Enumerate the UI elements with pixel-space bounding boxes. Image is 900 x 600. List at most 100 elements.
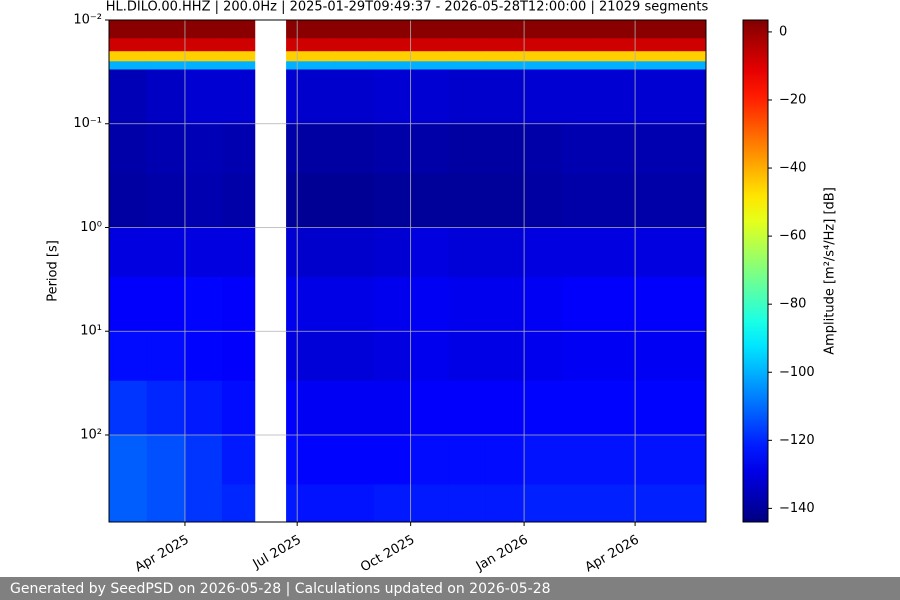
heatmap-cell [524, 123, 563, 174]
heatmap-cell [635, 276, 673, 332]
heatmap-cell [184, 227, 223, 278]
heatmap-cell [221, 380, 261, 436]
heatmap-cell [297, 380, 336, 436]
heatmap-cell [146, 61, 186, 70]
heatmap-cell [562, 434, 598, 485]
heatmap-cell [635, 38, 673, 52]
colorbar-tick-label: −100 [779, 365, 815, 380]
heatmap-cell [146, 173, 186, 228]
heatmap-cell [635, 484, 673, 523]
heatmap-cell [109, 20, 113, 39]
heatmap-cell [221, 331, 261, 382]
y-tick-label: 10² [80, 427, 102, 442]
heatmap-cell [297, 276, 336, 332]
heatmap-cell [410, 227, 450, 278]
heatmap-cell [112, 173, 148, 228]
heatmap-cell [373, 20, 412, 39]
heatmap-cell [596, 38, 636, 52]
heatmap-cell [335, 276, 375, 332]
heatmap-cell [335, 227, 375, 278]
colorbar-tick-label: −40 [779, 161, 806, 176]
heatmap-cell [562, 38, 598, 52]
heatmap-cell [562, 484, 598, 523]
heatmap-cell [485, 331, 525, 382]
y-tick-label: 10¹ [80, 324, 102, 339]
heatmap-cell [448, 484, 487, 523]
heatmap-cell [562, 123, 598, 174]
heatmap-cell [297, 173, 336, 228]
heatmap-cell [596, 61, 636, 70]
heatmap-cell [109, 276, 113, 332]
x-tick-label: Jan 2026 [473, 533, 531, 575]
heatmap-cell [109, 38, 113, 52]
heatmap-cell [562, 276, 598, 332]
heatmap-cell [335, 20, 375, 39]
heatmap-cell [635, 331, 673, 382]
heatmap-cell [448, 380, 487, 436]
heatmap-cell [109, 51, 113, 62]
footer-bar [0, 577, 900, 600]
colorbar-label: Amplitude [m²/s⁴/Hz] [dB] [823, 187, 838, 355]
heatmap-cell [448, 331, 487, 382]
heatmap-cell [410, 61, 450, 70]
heatmap-cell [485, 61, 525, 70]
heatmap-cell [672, 380, 707, 436]
y-axis-label: Period [s] [46, 240, 61, 302]
heatmap-cell [221, 434, 261, 485]
heatmap-cell [373, 51, 412, 62]
heatmap-cell [184, 434, 223, 485]
x-tick-label: Jul 2025 [250, 533, 304, 573]
heatmap-cell [221, 61, 261, 70]
footer-text: Generated by SeedPSD on 2026-05-28 | Cal… [10, 581, 551, 597]
heatmap-cell [448, 61, 487, 70]
heatmap-cell [410, 434, 450, 485]
heatmap-cell [146, 123, 186, 174]
heatmap-cell [485, 20, 525, 39]
heatmap-cell [112, 61, 148, 70]
heatmap-cell [109, 61, 113, 70]
heatmap-cell [672, 227, 707, 278]
heatmap-cell [485, 276, 525, 332]
heatmap-cell [184, 331, 223, 382]
heatmap-cell [335, 434, 375, 485]
heatmap-cell [297, 51, 336, 62]
heatmap-cell [596, 123, 636, 174]
heatmap-cell [635, 51, 673, 62]
plot-frame [108, 19, 707, 523]
heatmap-cell [485, 38, 525, 52]
heatmap-cell [146, 276, 186, 332]
heatmap-cell [448, 123, 487, 174]
heatmap-cell [524, 20, 563, 39]
heatmap-cell [596, 484, 636, 523]
heatmap-cell [596, 276, 636, 332]
heatmap [109, 20, 707, 523]
heatmap-cell [146, 38, 186, 52]
heatmap-cell [297, 123, 336, 174]
heatmap-cell [297, 434, 336, 485]
heatmap-cell [184, 61, 223, 70]
heatmap-cell [672, 173, 707, 228]
heatmap-cell [112, 51, 148, 62]
heatmap-cell [146, 51, 186, 62]
heatmap-cell [112, 484, 148, 523]
heatmap-cell [672, 20, 707, 39]
heatmap-cell [672, 61, 707, 70]
heatmap-cell [184, 38, 223, 52]
heatmap-cell [485, 51, 525, 62]
heatmap-cell [410, 38, 450, 52]
heatmap-cell [373, 276, 412, 332]
heatmap-cell [524, 38, 563, 52]
heatmap-cell [335, 61, 375, 70]
heatmap-cell [112, 123, 148, 174]
heatmap-cell [485, 484, 525, 523]
heatmap-cell [373, 434, 412, 485]
heatmap-cell [448, 227, 487, 278]
heatmap-cell [596, 434, 636, 485]
heatmap-cell [373, 173, 412, 228]
heatmap-cell [596, 51, 636, 62]
heatmap-cell [635, 20, 673, 39]
heatmap-cell [635, 173, 673, 228]
heatmap-cell [221, 38, 261, 52]
